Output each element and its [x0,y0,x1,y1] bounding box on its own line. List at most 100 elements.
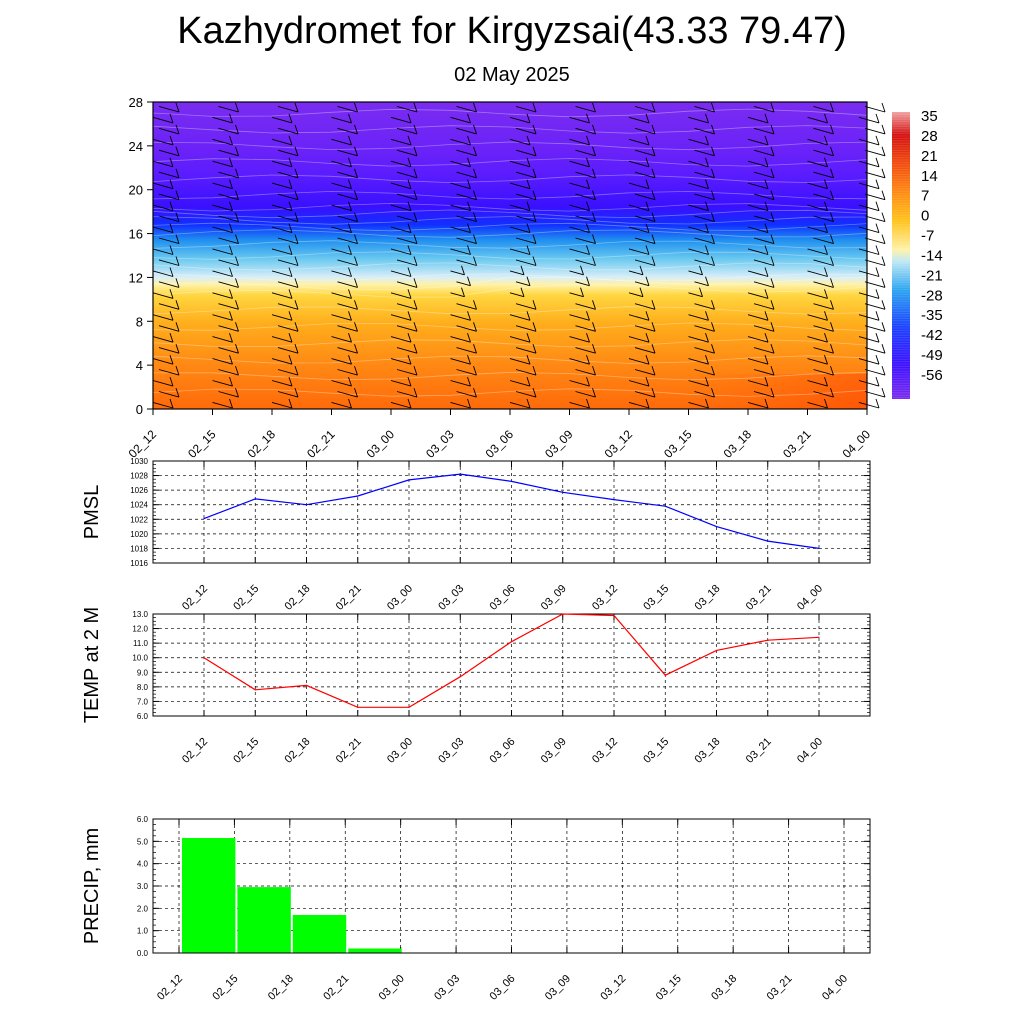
wind-barb [456,391,477,398]
wind-barb-flag [764,398,769,409]
wind-barb [807,292,828,299]
data-point [613,614,615,617]
wind-barb-flag [467,113,471,124]
wind-barb [864,391,886,398]
wind-barb [864,215,886,223]
wind-barb-flag [467,245,471,255]
wind-barb [813,259,834,266]
wind-barb-flag [881,124,886,135]
wind-barb-flag [526,333,531,343]
wind-barb-flag [229,267,233,277]
wind-barb-flag [175,124,180,135]
wind-barb [390,204,412,212]
wind-barb [152,182,174,190]
wind-barb-flag [288,333,293,343]
wind-barb [747,380,769,387]
wind-barb [218,259,239,266]
wind-barb-flag [229,289,233,299]
wind-barb-flag [229,355,233,365]
wind-barb [331,380,352,387]
wind-barb [753,281,775,288]
y-tick-label: 1022 [130,515,148,524]
wind-barb [807,116,828,124]
wind-barb [747,292,769,299]
wind-barb [450,248,471,255]
wind-barb-flag [651,168,656,178]
wind-barb [864,171,886,179]
wind-barb [515,325,537,332]
colorbar-label: 14 [921,168,938,185]
y-tick-label: 6.0 [137,815,149,824]
wind-barb-flag [651,322,656,332]
wind-barb-flag [354,344,358,354]
wind-barb-flag [881,365,886,376]
wind-barb-flag [294,300,299,310]
wind-barb [688,116,709,124]
wind-barb-flag [645,201,650,211]
wind-barb [331,204,352,212]
wind-barb [277,281,299,288]
x-tick-label: 04_00 [840,427,874,461]
wind-barb [858,336,880,343]
wind-barb [747,182,769,190]
y-tick-label: 1028 [130,472,148,481]
wind-barb [634,105,656,113]
wind-barb-flag [169,398,174,409]
wind-barb [634,303,656,310]
y-tick-label: 1016 [130,559,148,568]
data-point [510,641,513,643]
wind-barb-flag [705,311,709,321]
y-tick-label: 7.0 [137,697,149,706]
wind-barb-flag [830,300,834,310]
wind-barb [864,237,886,245]
x-tick-label: 03_00 [385,583,415,613]
wind-barb [858,401,880,409]
wind-barb [337,325,358,332]
wind-barb-flag [354,256,358,266]
wind-barb-flag [473,124,477,135]
wind-barb [688,270,703,276]
wind-barb-flag [461,265,465,275]
wind-barb [390,336,412,343]
wind-barb [864,325,886,332]
wind-barb-flag [645,333,650,343]
wind-barb [575,215,596,223]
wind-barb-flag [169,376,174,387]
wind-barb-flag [235,124,239,135]
wind-barb-flag [592,387,596,398]
wind-barb-flag [175,146,180,156]
wind-barb [218,105,239,113]
wind-barb [688,182,709,190]
wind-barb-flag [354,234,358,244]
data-point [664,505,666,507]
wind-barb-flag [169,223,174,233]
wind-barb-flag [770,300,775,310]
wind-barb-flag [639,287,644,297]
wind-barb-flag [651,387,656,398]
wind-barb-flag [294,322,299,332]
wind-barbs [152,102,886,409]
wind-barb [813,391,834,398]
wind-barb-flag [645,245,650,255]
wind-barb [813,369,834,376]
wind-barb-flag [830,168,834,178]
wind-barb-flag [764,135,769,146]
wind-barb [271,358,293,365]
wind-barb [271,160,293,168]
wind-barb-flag [645,398,650,409]
wind-barb [450,116,471,124]
x-tick-label: 03_06 [488,973,518,1003]
wind-barb [628,182,650,190]
x-tick-label: 03_03 [432,973,462,1003]
wind-barb-flag [711,256,715,266]
wind-barb-flag [175,387,180,398]
wind-barb-flag [592,365,596,376]
wind-barb-flag [881,322,886,332]
wind-barb-flag [711,124,715,135]
wind-barb [152,380,174,387]
x-tick-label: 04_00 [820,973,850,1003]
wind-barb [688,314,709,321]
wind-barb-flag [413,102,418,113]
wind-barb [271,248,293,255]
